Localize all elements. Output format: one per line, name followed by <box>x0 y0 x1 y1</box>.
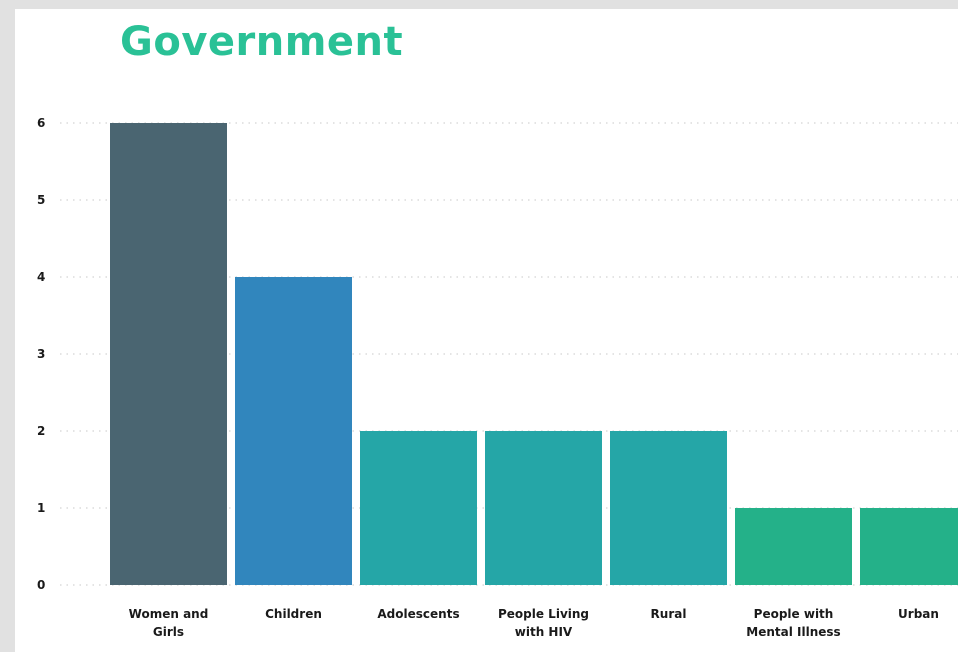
bar[interactable] <box>360 431 477 585</box>
x-category-label: Women and Girls <box>129 607 209 639</box>
y-tick-label: 2 <box>37 424 45 438</box>
bar[interactable] <box>110 123 227 585</box>
bar-chart: 0 1 2 3 4 5 6 Women and Girls Children Adolescent… <box>37 116 958 639</box>
x-category-label-line: Rural <box>651 607 687 621</box>
chart-title: Government <box>120 19 404 65</box>
x-category-label-line: Women and <box>129 607 209 621</box>
bar[interactable] <box>860 508 958 585</box>
x-category-label: Rural <box>651 607 687 621</box>
x-category-label-line: Girls <box>153 625 184 639</box>
x-category-label: Children <box>265 607 322 621</box>
bar[interactable] <box>235 277 352 585</box>
y-tick-label: 4 <box>37 270 45 284</box>
bar[interactable] <box>610 431 727 585</box>
x-category-label: Adolescents <box>377 607 459 621</box>
x-category-label: People with Mental Illness <box>746 607 840 639</box>
x-category-label-line: People Living <box>498 607 589 621</box>
bars <box>110 123 958 585</box>
x-category-label: People Living with HIV <box>498 607 589 639</box>
x-category-label-line: Urban <box>898 607 939 621</box>
y-tick-label: 6 <box>37 116 45 130</box>
x-category-label-line: with HIV <box>515 625 573 639</box>
x-axis-labels: Women and Girls Children Adolescents People … <box>129 607 939 639</box>
x-category-label-line: Children <box>265 607 322 621</box>
y-axis-ticks: 0 1 2 3 4 5 6 <box>37 116 45 592</box>
y-tick-label: 3 <box>37 347 45 361</box>
bar[interactable] <box>485 431 602 585</box>
y-tick-label: 0 <box>37 578 45 592</box>
x-category-label-line: Mental Illness <box>746 625 840 639</box>
chart-panel: Government 0 1 2 3 4 5 6 Women and Girls Childre… <box>15 9 958 652</box>
bar[interactable] <box>735 508 852 585</box>
x-category-label-line: People with <box>754 607 834 621</box>
x-category-label: Urban <box>898 607 939 621</box>
y-tick-label: 5 <box>37 193 45 207</box>
y-tick-label: 1 <box>37 501 45 515</box>
x-category-label-line: Adolescents <box>377 607 459 621</box>
